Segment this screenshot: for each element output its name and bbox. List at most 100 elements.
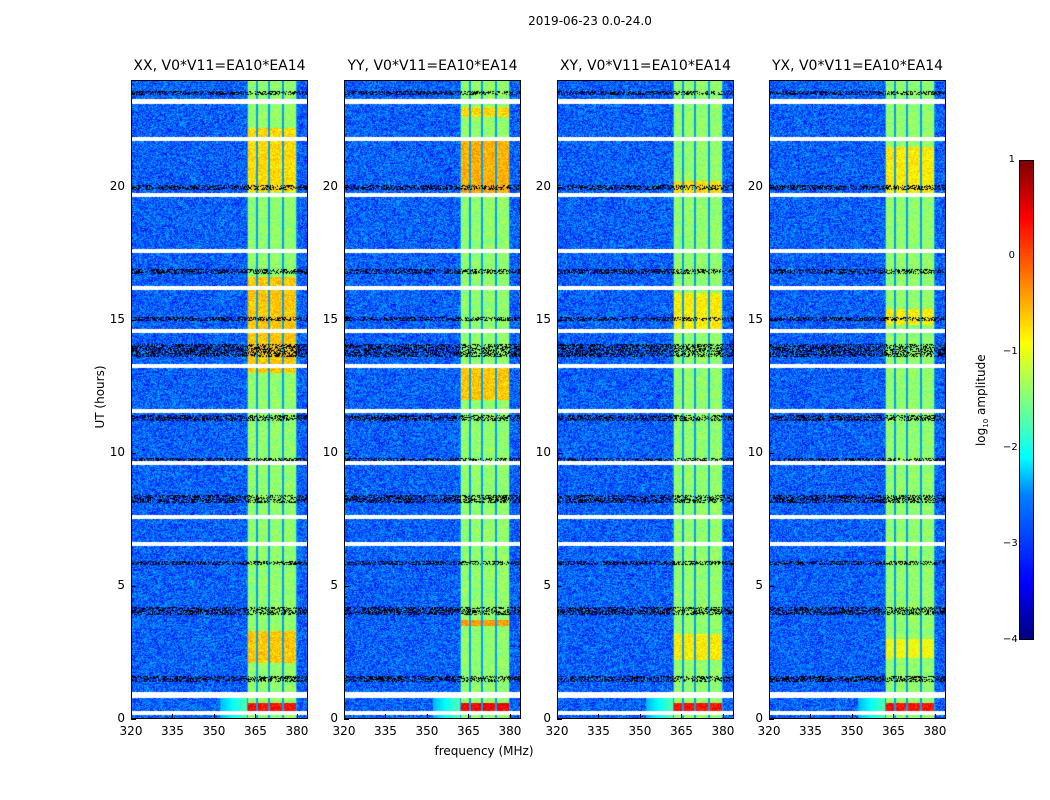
colorbar [1019,160,1034,640]
axes-frame [557,80,734,719]
x-tick-label: 335 [587,724,610,738]
x-tick-label: 350 [202,724,226,738]
colorbar-tick-label: 1 [1008,154,1015,165]
x-tick-mark [172,714,174,719]
x-tick-label: 320 [545,724,569,738]
y-tick-mark [557,319,562,321]
colorbar-tick-label: −2 [1003,442,1018,453]
x-tick-mark [557,714,558,719]
y-tick-mark [131,452,136,454]
colorbar-tick-label: −4 [1003,634,1018,645]
x-tick-mark [722,714,724,719]
y-tick-mark [769,319,774,321]
x-tick-label: 380 [711,724,735,738]
x-tick-mark [598,714,600,719]
panel-0: XX, V0*V11=EA10*EA14 320 335 350 365 380 0 5 10 1… [110,58,309,738]
x-tick-label: 335 [374,724,397,738]
x-tick-mark [810,714,812,719]
x-tick-label: 335 [799,724,822,738]
y-tick-label: 15 [747,311,763,326]
x-tick-mark [296,714,298,719]
axes-frame [344,80,521,719]
y-tick-label: 15 [535,311,551,326]
panel-3: YX, V0*V11=EA10*EA14 320 335 350 365 380 0 5 10 1… [748,58,947,738]
x-tick-mark [934,714,936,719]
y-tick-label: 20 [535,178,551,193]
y-tick-label: 15 [322,311,338,326]
y-tick-label: 10 [747,444,763,459]
y-tick-label: 20 [322,178,338,193]
colorbar-tick-label: −1 [1003,346,1018,357]
y-tick-label: 20 [109,178,125,193]
y-tick-mark [557,186,562,188]
panel-title: XX, V0*V11=EA10*EA14 [133,58,306,74]
x-tick-label: 365 [670,724,693,738]
panel-2: XY, V0*V11=EA10*EA14 320 335 350 365 380 0 5 10 1… [536,58,735,738]
colorbar-label-sub: 10 [982,418,991,428]
y-tick-label: 5 [117,577,125,592]
x-tick-label: 350 [628,724,652,738]
x-tick-mark [681,714,683,719]
y-tick-mark [131,319,136,321]
panel-1: YY, V0*V11=EA10*EA14 320 335 350 365 380 0 5 10 1… [323,58,522,738]
x-tick-label: 350 [840,724,864,738]
x-tick-label: 380 [498,724,522,738]
x-tick-label: 350 [415,724,439,738]
y-tick-label: 20 [747,178,763,193]
y-tick-label: 15 [109,311,125,326]
panel-title: YY, V0*V11=EA10*EA14 [347,58,518,74]
y-tick-mark [557,585,562,587]
x-axis-label: frequency (MHz) [434,744,534,758]
y-tick-mark [344,186,349,188]
y-tick-label: 0 [330,711,338,725]
panel-title: YX, V0*V11=EA10*EA14 [771,58,944,74]
x-tick-mark [851,714,853,719]
x-tick-mark [213,714,215,719]
x-tick-mark [426,714,428,719]
x-tick-mark [255,714,257,719]
x-tick-label: 335 [161,724,184,738]
y-tick-mark [131,719,136,720]
y-tick-mark [769,585,774,587]
heatmap-image [557,80,734,719]
y-tick-label: 0 [117,711,125,725]
y-tick-label: 0 [543,711,551,725]
colorbar-label-log: log [973,427,988,447]
y-axis-label: UT (hours) [93,365,107,429]
y-tick-label: 10 [535,444,551,459]
x-tick-label: 320 [332,724,356,738]
x-tick-label: 320 [757,724,781,738]
y-tick-label: 10 [322,444,338,459]
y-tick-label: 10 [109,444,125,459]
x-tick-mark [131,714,132,719]
y-tick-mark [131,186,136,188]
x-tick-mark [385,714,387,719]
axes-frame [769,80,946,719]
y-tick-mark [344,452,349,454]
colorbar-tick-label: 0 [1008,250,1015,261]
x-tick-label: 365 [882,724,905,738]
x-tick-mark [509,714,511,719]
y-tick-mark [131,585,136,587]
heatmap-image [344,80,521,719]
x-tick-mark [893,714,895,719]
x-tick-label: 365 [244,724,267,738]
x-tick-label: 365 [457,724,480,738]
heatmap-image [131,80,308,719]
y-tick-label: 5 [755,577,763,592]
colorbar-label: log10 amplitude [974,340,990,460]
y-tick-mark [769,452,774,454]
y-tick-label: 5 [330,577,338,592]
y-tick-mark [769,719,774,720]
x-tick-label: 380 [923,724,947,738]
y-tick-mark [557,452,562,454]
y-tick-mark [557,719,562,720]
heatmap-image [769,80,946,719]
x-tick-mark [344,714,345,719]
figure-title: 2019-06-23 0.0-24.0 [528,14,652,28]
x-tick-mark [468,714,470,719]
x-tick-label: 380 [285,724,309,738]
axes-frame [131,80,308,719]
colorbar-tick-label: −3 [1003,538,1018,549]
